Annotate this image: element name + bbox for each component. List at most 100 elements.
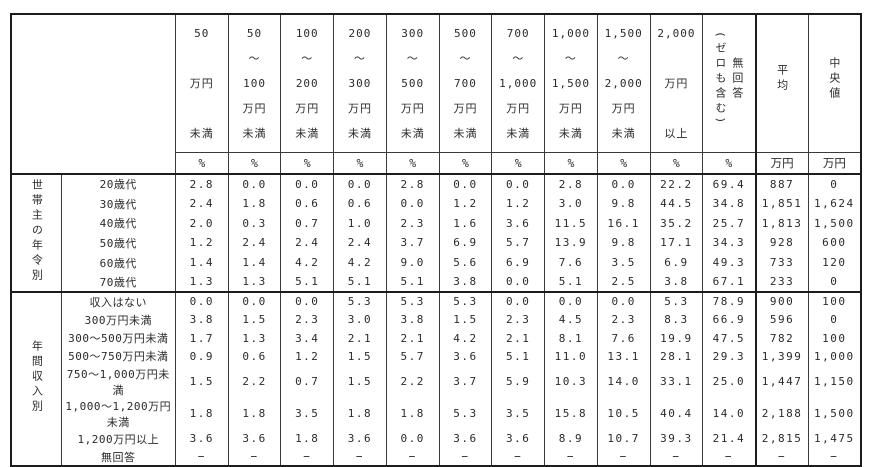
column-header: 500 〜 700 万円 未満	[438, 14, 492, 153]
value-cell: 2.3	[280, 310, 334, 329]
value-cell: −	[807, 448, 861, 467]
value-cell: 2,815	[754, 429, 809, 449]
value-cell: −	[385, 448, 440, 467]
value-cell: −	[227, 448, 281, 467]
value-cell: 67.1	[702, 272, 756, 293]
value-cell: 78.9	[702, 291, 756, 311]
value-cell: 0.0	[596, 174, 651, 194]
value-cell: 5.1	[544, 272, 598, 293]
value-cell: 3.7	[438, 365, 492, 398]
value-cell: 34.8	[702, 193, 756, 214]
value-cell: 29.3	[702, 347, 756, 366]
value-cell: 0.0	[280, 174, 334, 194]
table-row: 300万円未満 3.8 1.5 2.3 3.0 3.8 1.5 2.3 4.5 2.3 8.3 66.…	[11, 310, 861, 329]
value-cell: 5.3	[438, 291, 492, 311]
value-cell: 2.2	[385, 365, 440, 398]
row-label: 750〜1,000万円未満	[66, 367, 170, 397]
table-row: 無回答 − − − − − − − − − − − − −	[11, 448, 861, 467]
value-cell: 0.0	[596, 291, 651, 311]
value-cell: 5.1	[385, 272, 440, 293]
header-row: 50 万円 未満 50 〜 100 万円 未満 100 〜 200 万円 未満 200…	[11, 14, 861, 175]
unit-cell: 万円	[754, 152, 809, 175]
value-cell: 3.5	[280, 397, 334, 430]
value-cell: 47.5	[702, 328, 756, 348]
column-header: 700 〜 1,000 万円 未満	[491, 14, 545, 153]
value-cell: 39.3	[649, 429, 703, 449]
value-cell: 7.6	[544, 252, 598, 273]
value-cell: 0.6	[227, 347, 281, 366]
value-cell: 3.5	[491, 397, 545, 430]
value-cell: 0.9	[174, 347, 229, 366]
value-cell: 1.8	[174, 397, 229, 430]
row-label: 50歳代	[99, 236, 137, 250]
value-cell: 3.4	[280, 328, 334, 348]
value-cell: 1.5	[333, 347, 387, 366]
value-cell: 1.2	[491, 193, 545, 214]
column-header: 中央値	[807, 14, 861, 153]
column-header: 300 〜 500 万円 未満	[385, 14, 440, 153]
table-row: 1,000〜1,200万円未満 1.8 1.8 3.5 1.8 1.8 5.3 3.5 15.8…	[11, 397, 861, 430]
value-cell: 1,500	[807, 213, 861, 234]
value-cell: 887	[754, 174, 809, 194]
value-cell: 8.3	[649, 310, 703, 329]
value-cell: 1.3	[227, 272, 281, 293]
value-cell: 44.5	[649, 193, 703, 214]
value-cell: 1.8	[227, 397, 281, 430]
value-cell: 2.3	[491, 310, 545, 329]
table-row: 70歳代 1.3 1.3 5.1 5.1 5.1 3.8 0.0 5.1 2.5 3.8 67.1 23…	[11, 272, 861, 293]
column-header: 1,500 〜 2,000 万円 未満	[596, 14, 651, 153]
value-cell: 1.4	[227, 252, 281, 273]
unit-cell: %	[649, 152, 703, 175]
value-cell: 1.5	[227, 310, 281, 329]
unit-cell: %	[491, 152, 545, 175]
value-cell: −	[702, 448, 756, 467]
column-header: 100 〜 200 万円 未満	[280, 14, 334, 153]
value-cell: 11.5	[544, 213, 598, 234]
value-cell: 33.1	[649, 365, 703, 398]
value-cell: 0.0	[333, 174, 387, 194]
value-cell: 0.0	[174, 291, 229, 311]
value-cell: 25.7	[702, 213, 756, 234]
value-cell: 11.0	[544, 347, 598, 366]
units-row: %%%%%%%%%%% 万円 万円	[11, 152, 861, 175]
value-cell: 1.5	[438, 310, 492, 329]
unit-cell: %	[596, 152, 651, 175]
value-cell: 3.6	[438, 347, 492, 366]
value-cell: 1,475	[807, 429, 861, 449]
value-cell: 1.8	[227, 193, 281, 214]
value-cell: 0.0	[491, 272, 545, 293]
column-header: 200 〜 300 万円 未満	[333, 14, 387, 153]
value-cell: 1,500	[807, 397, 861, 430]
unit-cell: %	[385, 152, 440, 175]
value-cell: 2.4	[227, 233, 281, 253]
value-cell: 0.0	[227, 174, 281, 194]
value-cell: 3.0	[544, 193, 598, 214]
value-cell: −	[333, 448, 387, 467]
row-label: 300〜500万円未満	[68, 332, 169, 346]
value-cell: 6.9	[438, 233, 492, 253]
value-cell: 1,851	[754, 193, 809, 214]
value-cell: 40.4	[649, 397, 703, 430]
value-cell: 0.7	[280, 213, 334, 234]
value-cell: 6.9	[491, 252, 545, 273]
value-cell: 5.3	[649, 291, 703, 311]
column-header: 2,000 万円 以上	[649, 14, 703, 153]
value-cell: 0	[807, 272, 861, 293]
value-cell: 3.6	[491, 213, 545, 234]
row-label: 収入はない	[61, 291, 176, 311]
value-cell: 3.8	[649, 272, 703, 293]
value-cell: 17.1	[649, 233, 703, 253]
value-cell: −	[174, 448, 229, 467]
value-cell: 8.9	[544, 429, 598, 449]
value-cell: 66.9	[702, 310, 756, 329]
value-cell: 5.1	[280, 272, 334, 293]
table-row: 50歳代 1.2 2.4 2.4 2.4 3.7 6.9 5.7 13.9 9.8 17.1 34.3…	[11, 233, 861, 253]
value-cell: 5.1	[333, 272, 387, 293]
value-cell: 4.2	[438, 328, 492, 348]
value-cell: 1,813	[754, 213, 809, 234]
value-cell: −	[596, 448, 651, 467]
value-cell: 3.7	[385, 233, 440, 253]
row-label: 無回答	[101, 450, 136, 464]
value-cell: 3.0	[333, 310, 387, 329]
value-cell: 0.0	[544, 291, 598, 311]
